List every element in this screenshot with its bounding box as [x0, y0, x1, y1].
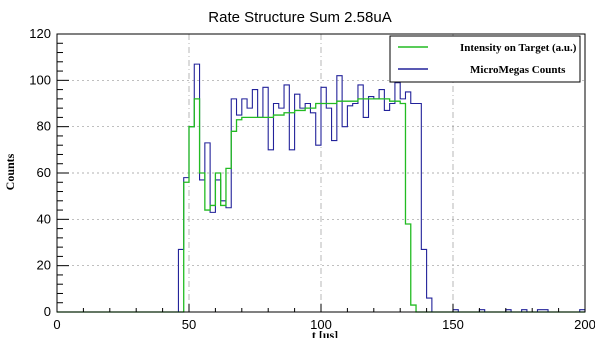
y-axis-label: Counts — [3, 153, 17, 190]
legend-label-micromegas: MicroMegas Counts — [470, 64, 566, 76]
series-line-intensity — [57, 98, 585, 313]
series-line-micromegas — [57, 63, 586, 313]
y-tick-label: 80 — [37, 119, 51, 134]
x-axis-label: t [us] — [312, 328, 338, 338]
plot-area — [57, 63, 586, 313]
x-tick-label: 100 — [310, 317, 332, 332]
y-tick-label: 40 — [37, 211, 51, 226]
y-tick-label: 120 — [29, 26, 51, 41]
y-tick-label: 0 — [44, 304, 51, 319]
axis-ticks: 0 20 40 60 80 100 120 0 50 100 150 200 — [29, 26, 595, 332]
x-tick-label: 200 — [574, 317, 595, 332]
x-tick-label: 0 — [53, 317, 60, 332]
y-tick-label: 20 — [37, 258, 51, 273]
x-tick-label: 150 — [442, 317, 464, 332]
y-tick-label: 100 — [29, 72, 51, 87]
legend-label-intensity: Intensity on Target (a.u.) — [460, 42, 577, 54]
x-tick-label: 50 — [182, 317, 196, 332]
y-tick-label: 60 — [37, 165, 51, 180]
legend: Intensity on Target (a.u.) MicroMegas Co… — [389, 35, 581, 83]
chart-title: Rate Structure Sum 2.58uA — [208, 9, 391, 26]
legend-box — [389, 35, 581, 83]
